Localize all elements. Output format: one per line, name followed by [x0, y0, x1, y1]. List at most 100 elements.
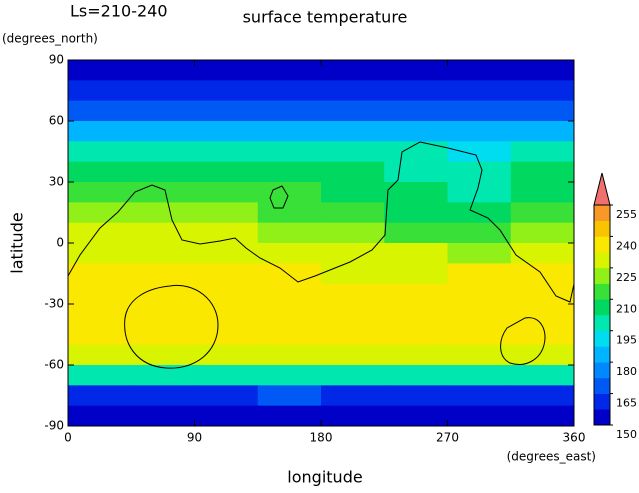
cell	[68, 100, 132, 122]
y-tick-label: -90	[44, 419, 64, 433]
colorbar-frame	[593, 204, 611, 426]
cell	[131, 385, 195, 407]
colorbar-tick-label: 210	[616, 302, 637, 315]
cell	[447, 80, 512, 102]
cell	[447, 202, 512, 224]
cell	[510, 182, 575, 203]
colorbar-swatch	[594, 362, 610, 379]
coastline	[67, 141, 575, 369]
cell	[68, 141, 132, 163]
cell	[384, 161, 448, 183]
cell	[131, 263, 195, 285]
cell	[510, 304, 575, 325]
cell	[447, 263, 512, 285]
cell	[510, 80, 575, 102]
cell	[447, 182, 512, 203]
cell	[510, 324, 575, 346]
cell	[257, 304, 322, 325]
cell	[321, 243, 385, 264]
cell	[131, 141, 195, 163]
cell	[194, 405, 259, 427]
cell	[321, 365, 385, 386]
colorbar-swatch	[594, 283, 610, 300]
cell	[384, 365, 448, 386]
cell	[131, 182, 195, 203]
cell	[194, 283, 259, 305]
cell	[447, 385, 512, 407]
cell	[447, 304, 512, 325]
cell	[257, 202, 322, 224]
cell	[321, 182, 385, 203]
cell	[257, 405, 322, 427]
cell	[194, 121, 259, 142]
cell	[447, 161, 512, 183]
colorbar-extend	[593, 172, 611, 206]
axes: 0 90 180 270 360 -90 -60 -30 0 30 60 90	[44, 53, 585, 445]
colorbar-tick-label: 240	[616, 239, 637, 252]
cell	[131, 80, 195, 102]
colorbar-swatch	[594, 377, 610, 394]
cell	[321, 141, 385, 163]
cell	[510, 283, 575, 305]
cell	[510, 100, 575, 122]
cell	[68, 202, 132, 224]
cell	[194, 304, 259, 325]
cell	[321, 405, 385, 427]
y-tick-label: 30	[49, 175, 64, 189]
cell	[194, 385, 259, 407]
cell	[321, 60, 385, 81]
colorbar-swatch	[594, 220, 610, 237]
cell	[131, 344, 195, 366]
cell	[384, 283, 448, 305]
cell	[257, 283, 322, 305]
cell	[68, 263, 132, 285]
cell	[194, 202, 259, 224]
cell	[321, 202, 385, 224]
cell	[321, 161, 385, 183]
cell	[257, 324, 322, 346]
colorbar-swatch	[594, 409, 610, 426]
cell	[384, 121, 448, 142]
cell	[257, 182, 322, 203]
cell	[257, 161, 322, 183]
x-unit: (degrees_east)	[507, 450, 596, 464]
cell	[68, 222, 132, 244]
cell	[321, 283, 385, 305]
colorbar-tick-label: 225	[616, 271, 637, 284]
cell	[510, 385, 575, 407]
cell	[131, 161, 195, 183]
cell	[384, 60, 448, 81]
cell	[68, 161, 132, 183]
cell	[321, 324, 385, 346]
cell	[384, 100, 448, 122]
cell	[68, 385, 132, 407]
x-tick-label: 270	[436, 431, 459, 445]
cell	[384, 405, 448, 427]
cell	[68, 365, 132, 386]
field	[68, 60, 575, 427]
colorbar-tick-label: 150	[616, 428, 637, 441]
cell	[384, 141, 448, 163]
cell	[447, 60, 512, 81]
cell	[321, 222, 385, 244]
cell	[131, 283, 195, 305]
cell	[321, 385, 385, 407]
cell	[68, 324, 132, 346]
cell	[194, 80, 259, 102]
cell	[257, 263, 322, 285]
cell	[257, 60, 322, 81]
colorbar-swatch	[594, 315, 610, 332]
cell	[447, 222, 512, 244]
y-tick-label: 60	[49, 114, 64, 128]
cell	[384, 324, 448, 346]
cell	[131, 222, 195, 244]
cell	[447, 100, 512, 122]
cell	[131, 60, 195, 81]
cell	[510, 405, 575, 427]
colorbar-tick-label: 165	[616, 397, 637, 410]
cell	[510, 121, 575, 142]
colorbar-swatch	[594, 236, 610, 253]
cell	[131, 243, 195, 264]
cell	[194, 365, 259, 386]
cell	[68, 405, 132, 427]
